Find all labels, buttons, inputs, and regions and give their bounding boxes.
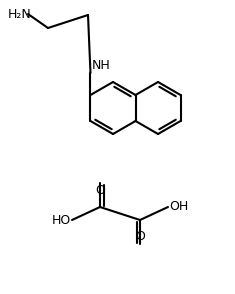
Text: H₂N: H₂N [8,8,32,21]
Text: NH: NH [91,59,110,72]
Text: O: O [135,230,145,243]
Text: OH: OH [169,201,188,213]
Text: O: O [95,184,105,197]
Text: HO: HO [52,213,71,226]
